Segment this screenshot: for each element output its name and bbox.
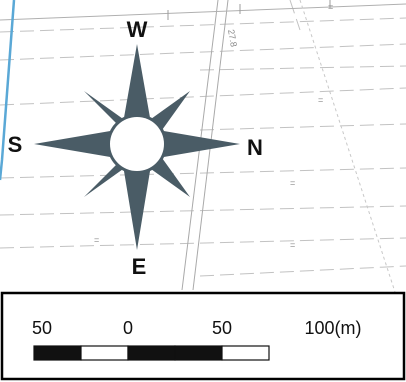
map-lines — [0, 0, 406, 293]
scale-bar-segments — [33, 345, 270, 361]
scale-tick-label: 0 — [123, 318, 133, 338]
scale-tick-label: 50 — [32, 318, 52, 338]
river-line — [0, 0, 16, 181]
compass-label-bottom: E — [132, 254, 147, 279]
compass-center — [110, 117, 164, 171]
scale-segment-dark — [127, 345, 176, 361]
parcel-mark: = — [328, 2, 333, 12]
scale-segment-dark — [174, 345, 223, 361]
compass-rose: W S N E — [8, 17, 263, 279]
compass-label-left: S — [8, 132, 23, 157]
scale-segment-dark — [33, 345, 82, 361]
parcel-mark: = — [94, 235, 99, 245]
scale-segment-light — [221, 345, 270, 361]
compass-label-right: N — [247, 135, 263, 160]
scale-tick-label: 100(m) — [304, 318, 361, 338]
scale-segment-light — [80, 345, 129, 361]
parcel-mark: = — [290, 240, 295, 250]
parcel-marks: = = = = = — [94, 2, 333, 250]
compass-label-top: W — [127, 17, 148, 42]
road-label: 27.8 — [226, 29, 239, 48]
parcel-mark: = — [318, 95, 323, 105]
scale-bar-box: 50 0 50 100(m) — [0, 291, 406, 381]
scale-tick-label: 50 — [212, 318, 232, 338]
parcel-mark: = — [290, 178, 295, 188]
